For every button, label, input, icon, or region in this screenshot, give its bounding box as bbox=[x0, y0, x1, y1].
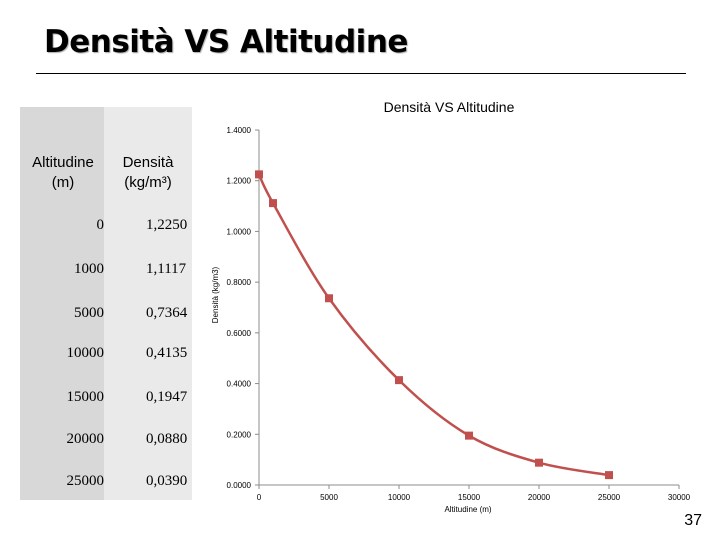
y-axis-label: Densità (kg/m3) bbox=[211, 266, 220, 323]
data-point bbox=[255, 170, 263, 179]
data-point bbox=[465, 431, 473, 440]
table-row-density: 0,7364 bbox=[146, 305, 188, 321]
data-point bbox=[395, 376, 403, 385]
x-tick-label: 10000 bbox=[388, 493, 411, 502]
y-axis: 0.0000 0.2000 0.4000 0.6000 0.8000 1.0000 1.20… bbox=[227, 126, 260, 490]
table-row-density: 1,2250 bbox=[146, 217, 188, 233]
data-table bbox=[20, 107, 192, 500]
table-row-density: 0,0880 bbox=[146, 431, 188, 447]
slide-title: Densità VS Altitudine bbox=[44, 24, 408, 60]
y-tick-label: 0.6000 bbox=[227, 329, 252, 338]
x-tick-label: 25000 bbox=[598, 493, 621, 502]
y-tick-label: 0.8000 bbox=[227, 278, 252, 287]
x-axis: 0 5000 10000 15000 20000 25000 30000 bbox=[257, 484, 691, 502]
data-point bbox=[269, 199, 277, 208]
x-tick-label: 30000 bbox=[668, 493, 691, 502]
table-row-density: 0,1947 bbox=[146, 389, 188, 405]
density-column-header: Densità (kg/m³) bbox=[108, 153, 188, 193]
page-number: 37 bbox=[684, 512, 702, 529]
y-tick-label: 0.0000 bbox=[227, 481, 252, 490]
table-row-altitude: 0 bbox=[96, 217, 105, 233]
x-tick-label: 20000 bbox=[528, 493, 551, 502]
table-row-altitude: 10000 bbox=[66, 345, 105, 361]
x-tick-label: 15000 bbox=[458, 493, 481, 502]
y-tick-label: 0.4000 bbox=[227, 380, 252, 389]
chart-title: Densità VS Altitudine bbox=[384, 99, 515, 115]
series-density bbox=[255, 170, 613, 480]
table-row-altitude: 20000 bbox=[66, 431, 105, 447]
density-header-line-2: (kg/m³) bbox=[124, 174, 172, 191]
y-tick-label: 0.2000 bbox=[227, 430, 252, 439]
table-row-altitude: 1000 bbox=[74, 261, 104, 277]
altitude-column-header: Altitudine (m) bbox=[22, 153, 104, 193]
x-axis-label: Altitudine (m) bbox=[444, 505, 491, 514]
table-row-altitude: 25000 bbox=[66, 473, 105, 489]
table-row-density: 1,1117 bbox=[146, 261, 187, 277]
table-row-altitude: 15000 bbox=[66, 389, 105, 405]
table-row-density: 0,0390 bbox=[146, 473, 188, 489]
data-point bbox=[605, 471, 613, 480]
data-point bbox=[325, 294, 333, 303]
table-row-density: 0,4135 bbox=[146, 345, 188, 361]
y-tick-label: 1.0000 bbox=[227, 227, 252, 236]
title-divider bbox=[36, 73, 686, 74]
y-tick-label: 1.4000 bbox=[227, 126, 252, 135]
series-line bbox=[257, 173, 610, 477]
density-header-line-1: Densità bbox=[122, 154, 174, 171]
data-point bbox=[535, 458, 543, 467]
altitude-header-line-1: Altitudine bbox=[32, 154, 94, 171]
x-tick-label: 0 bbox=[257, 493, 262, 502]
table-row-altitude: 5000 bbox=[74, 305, 104, 321]
x-tick-label: 5000 bbox=[320, 493, 338, 502]
y-tick-label: 1.2000 bbox=[227, 177, 252, 186]
altitude-header-line-2: (m) bbox=[51, 174, 75, 191]
density-column-band bbox=[104, 107, 192, 500]
